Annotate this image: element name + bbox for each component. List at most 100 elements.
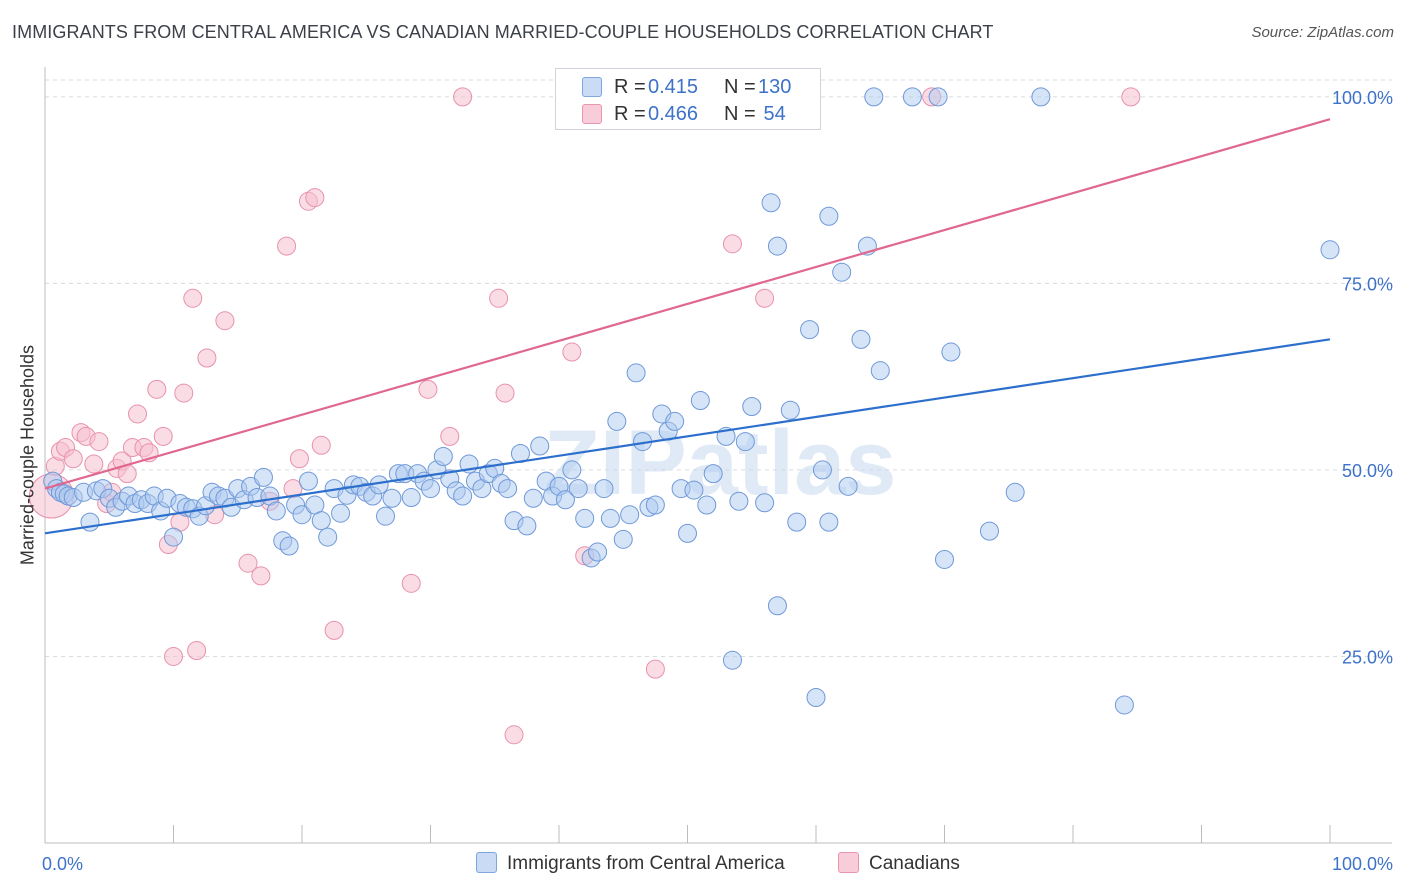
central-america-point [594,479,614,499]
legend-r-value: 0.415 [648,76,699,98]
legend-swatch-blue [476,852,497,873]
central-america-point [690,391,710,411]
central-america-point [678,523,697,543]
legend-n-value: 130 [758,76,792,98]
central-america-point [292,505,312,525]
central-america-point [928,87,948,107]
central-america-point [1031,87,1051,107]
central-america-point [941,342,961,362]
legend-swatch-blue [582,77,602,97]
central-america-point [517,516,537,536]
central-america-point [819,512,839,532]
y-tick-label: 25.0% [1342,647,1393,667]
y-tick-label: 50.0% [1342,461,1393,481]
stats-legend: R = 0.415 N = 130 R = 0.466 N = 54 [555,68,821,130]
canadians-point [311,435,331,455]
central-america-point [298,471,318,491]
central-america-point [607,411,627,431]
chart-title: IMMIGRANTS FROM CENTRAL AMERICA VS CANAD… [12,22,994,42]
canadians-point [251,566,271,586]
central-america-point [613,529,633,549]
central-america-points [43,87,1340,715]
y-tick-label: 75.0% [1342,274,1393,294]
central-america-point [979,521,999,541]
central-america-point [562,460,582,480]
axes [44,67,1392,844]
canadians-point [128,404,148,424]
series-legend: Immigrants from Central America Canadian… [0,852,1406,876]
canadians-points [28,87,1141,745]
legend-row-central-america: R = 0.415 N = 130 [556,75,820,101]
central-america-point [600,508,620,528]
central-america-point [870,361,890,381]
legend-item-canadians[interactable]: Canadians [838,852,960,875]
central-america-point [819,206,839,226]
central-america-point [767,596,787,616]
canadians-trend-line [44,118,1331,490]
canadians-point [562,342,582,362]
central-america-point [780,400,800,420]
central-america-point [164,527,183,547]
central-america-trend-line [44,338,1331,535]
canadians-point [187,640,207,660]
canadians-point [84,454,104,474]
central-america-point [626,363,646,383]
central-america-point [266,501,286,521]
central-america-point [755,493,775,513]
tick-labels: 25.0% 50.0% 75.0% 100.0% 0.0% 100.0% [42,88,1393,874]
central-america-point [401,488,421,508]
central-america-point [331,503,351,523]
central-america-point [761,193,781,213]
canadians-point [645,659,665,679]
canadians-point [495,383,515,403]
legend-r-label: R = [614,76,646,98]
central-america-point [806,688,826,707]
legend-label: Immigrants from Central America [507,853,785,874]
central-america-point [645,495,665,515]
canadians-point [504,725,524,745]
central-america-point [742,397,762,416]
canadians-point [238,553,258,573]
central-america-point [530,436,550,456]
canadians-point [755,288,775,308]
central-america-point [729,491,749,511]
central-america-point [832,262,852,282]
legend-item-central-america[interactable]: Immigrants from Central America [476,852,785,875]
central-america-point [735,432,755,452]
legend-n-label: N = [724,76,756,98]
legend-n-label: N = [724,103,756,125]
legend-swatch-pink [582,104,602,124]
canadians-point [215,311,235,331]
central-america-point [800,320,820,340]
central-america-point [812,460,832,480]
central-america-point [1320,240,1340,260]
watermark: ZIPatlas [544,412,897,514]
canadians-point [174,383,194,403]
central-america-point [1005,482,1025,502]
canadians-point [89,432,109,452]
canadians-point [289,449,309,469]
legend-n-value: 54 [758,103,786,125]
canadians-point [153,426,173,446]
central-america-point [838,476,858,496]
legend-r-label: R = [614,103,646,125]
central-america-point [684,480,704,500]
canadians-point [277,236,297,256]
legend-r-value: 0.466 [648,103,699,125]
central-america-point [665,411,685,431]
central-america-point [318,527,338,547]
source-label: Source: ZipAtlas.com [1251,24,1394,41]
central-america-point [279,536,299,556]
canadians-point [1121,87,1141,107]
central-america-point [697,495,717,515]
canadians-point [324,620,344,640]
central-america-point [767,236,787,256]
canadians-point [722,234,742,254]
central-america-point [787,512,807,532]
canadians-point [183,288,203,308]
central-america-point [620,505,640,525]
canadians-point [401,573,421,593]
central-america-point [523,488,543,508]
central-america-point [253,467,273,487]
legend-swatch-pink [838,852,859,873]
